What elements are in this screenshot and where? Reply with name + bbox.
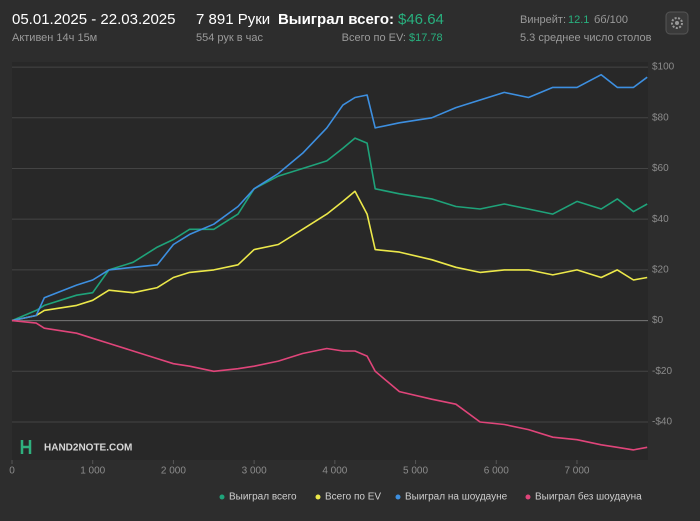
legend-label: Всего по EV	[325, 492, 381, 503]
legend-label: Выиграл на шоудауне	[405, 492, 508, 503]
winrate-label: Винрейт:	[520, 14, 566, 26]
x-tick-label: 7 000	[564, 466, 589, 477]
date-range: 05.01.2025 - 22.03.2025	[12, 11, 175, 28]
ev-value: $17.78	[409, 32, 443, 44]
x-tick-label: 1 000	[80, 466, 105, 477]
x-tick-label: 2 000	[161, 466, 186, 477]
watermark: HAND2NOTE.COM	[44, 443, 132, 454]
y-tick-label: $100	[652, 62, 675, 73]
ev-label: Всего по EV:	[342, 32, 406, 44]
plot-area	[12, 62, 648, 460]
legend-item: Выиграл всего	[219, 492, 297, 503]
x-tick-label: 0	[9, 466, 15, 477]
legend-marker	[315, 494, 321, 500]
winrate-value: 12.1	[568, 14, 589, 26]
y-tick-label: $40	[652, 214, 669, 225]
tables: 5.3 среднее число столов	[520, 32, 652, 44]
x-tick-label: 3 000	[242, 466, 267, 477]
watermark-logo: HAND2NOTE.COM	[20, 440, 132, 454]
legend-item: Всего по EV	[315, 492, 381, 503]
series-line	[11, 137, 648, 322]
y-tick-label: -$20	[652, 366, 672, 377]
winrate-unit: бб/100	[594, 14, 628, 26]
legend-marker	[525, 494, 531, 500]
series-line	[11, 73, 648, 322]
hands-per-hour: 554 рук в час	[196, 32, 264, 44]
y-tick-label: $80	[652, 112, 669, 123]
legend-marker	[219, 494, 225, 500]
won-total-label: Выиграл всего:	[278, 11, 394, 28]
series-line	[11, 319, 648, 451]
settings-icon-center[interactable]	[675, 21, 679, 25]
series-line	[11, 190, 648, 322]
legend-label: Выиграл без шоудауна	[535, 491, 642, 503]
x-tick-label: 4 000	[322, 466, 347, 477]
y-tick-label: $20	[652, 265, 669, 276]
x-tick-label: 6 000	[484, 466, 509, 477]
legend-item: Выиграл на шоудауне	[395, 492, 508, 503]
active-time: Активен 14ч 15м	[12, 32, 97, 44]
legend-marker	[395, 494, 401, 500]
legend-label: Выиграл всего	[229, 492, 297, 503]
y-tick-label: -$40	[652, 417, 672, 428]
y-tick-label: $60	[652, 163, 669, 174]
y-tick-label: $0	[652, 315, 664, 326]
legend-item: Выиграл без шоудауна	[525, 491, 642, 503]
settings-button[interactable]	[665, 11, 689, 35]
won-total-value: $46.64	[398, 11, 444, 28]
logo-icon	[20, 440, 32, 454]
hands: 7 891 Руки	[196, 11, 270, 28]
x-tick-label: 5 000	[403, 466, 428, 477]
settings-icon[interactable]	[671, 17, 683, 29]
